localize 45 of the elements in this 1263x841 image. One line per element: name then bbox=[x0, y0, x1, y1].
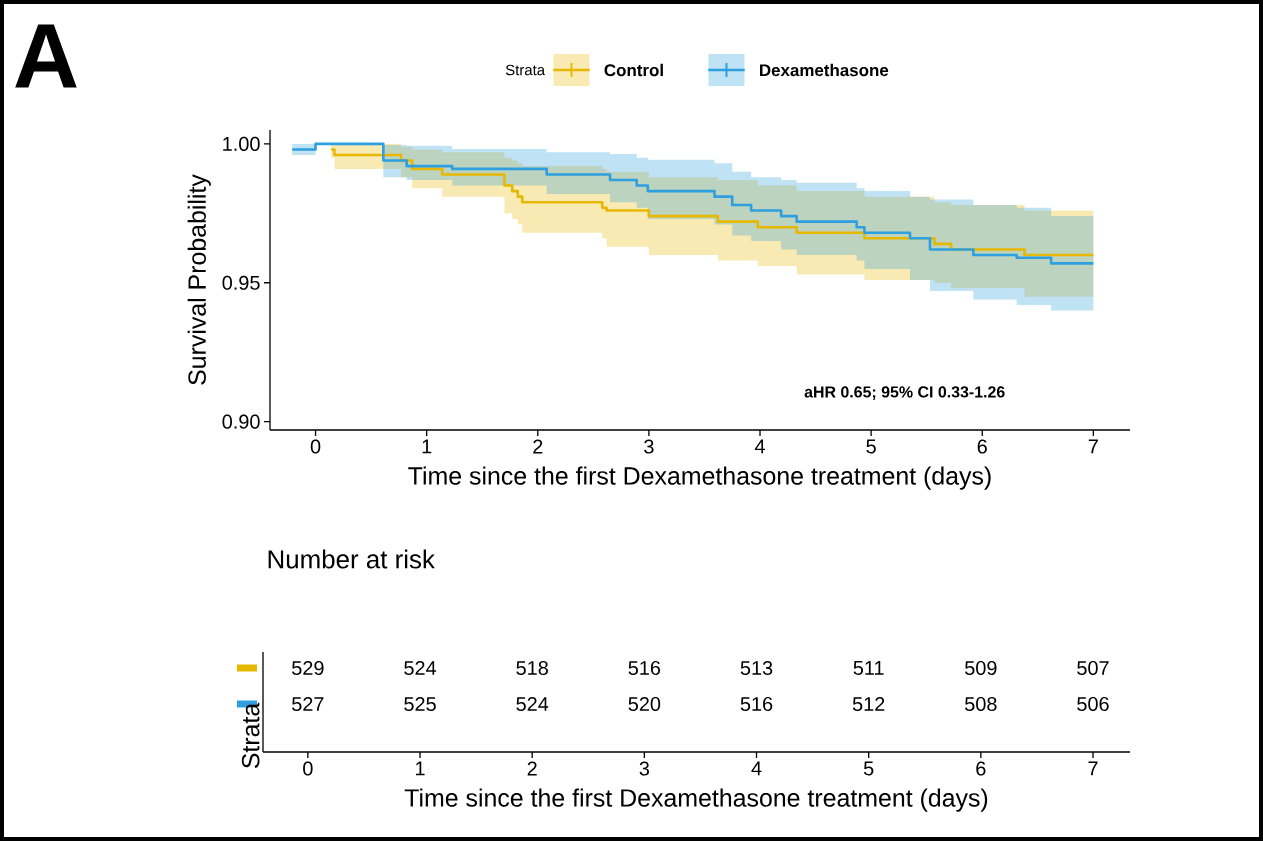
data-label: 511 bbox=[853, 661, 884, 675]
data-label: 509 bbox=[965, 660, 997, 676]
x-tick-label: 7 bbox=[1088, 761, 1098, 776]
x-tick-label: 5 bbox=[866, 439, 876, 454]
x-tick-label: 1 bbox=[416, 761, 425, 776]
y-axis-title: Strata bbox=[241, 702, 260, 769]
data-label: 506 bbox=[1077, 696, 1109, 712]
data-label: 520 bbox=[628, 696, 661, 712]
y-axis-title: Survival Probability bbox=[187, 174, 211, 385]
x-tick-label: 0 bbox=[310, 439, 321, 454]
x-tick-label: 2 bbox=[527, 761, 537, 776]
x-tick-label: 4 bbox=[751, 761, 762, 776]
text: A bbox=[15, 24, 77, 88]
data-label: 516 bbox=[740, 696, 773, 712]
legend-title: Strata bbox=[505, 64, 546, 76]
x-tick-label: 5 bbox=[863, 761, 874, 776]
data-label: 512 bbox=[852, 696, 885, 712]
data-label: 527 bbox=[292, 696, 324, 712]
data-label: 529 bbox=[292, 660, 324, 676]
data-label: 508 bbox=[965, 696, 997, 712]
x-tick-label: 6 bbox=[977, 439, 987, 454]
x-tick-label: 0 bbox=[303, 761, 313, 776]
y-tick-label: 0.90 bbox=[222, 414, 260, 429]
x-tick-label: 1 bbox=[422, 439, 432, 454]
x-axis-title: Time since the first Dexamethasone treatment (days) bbox=[408, 466, 991, 490]
x-axis-title: Time since the first Dexamethasone treatment (days) bbox=[404, 788, 988, 812]
data-label: 524 bbox=[516, 696, 549, 712]
legend-label: Control bbox=[604, 63, 663, 77]
x-tick-label: 3 bbox=[639, 761, 650, 776]
legend-label: Dexamethasone bbox=[760, 63, 889, 77]
y-tick-label: 0.95 bbox=[222, 275, 260, 290]
x-tick-label: 2 bbox=[533, 439, 543, 454]
x-tick-label: 7 bbox=[1088, 439, 1098, 454]
x-tick-label: 4 bbox=[754, 439, 765, 454]
data-label: 513 bbox=[740, 660, 773, 676]
annotation: aHR 0.65; 95% CI 0.33-1.26 bbox=[804, 386, 1005, 400]
data-label: 518 bbox=[516, 660, 548, 676]
data-label: 507 bbox=[1077, 660, 1109, 676]
chart-title: Number at risk bbox=[268, 549, 435, 569]
y-tick-label: 1.00 bbox=[223, 136, 260, 151]
data-label: 516 bbox=[628, 660, 661, 676]
data-label: 524 bbox=[404, 660, 437, 676]
x-tick-label: 3 bbox=[644, 439, 654, 454]
data-label: 525 bbox=[404, 696, 436, 712]
x-tick-label: 6 bbox=[976, 761, 986, 776]
